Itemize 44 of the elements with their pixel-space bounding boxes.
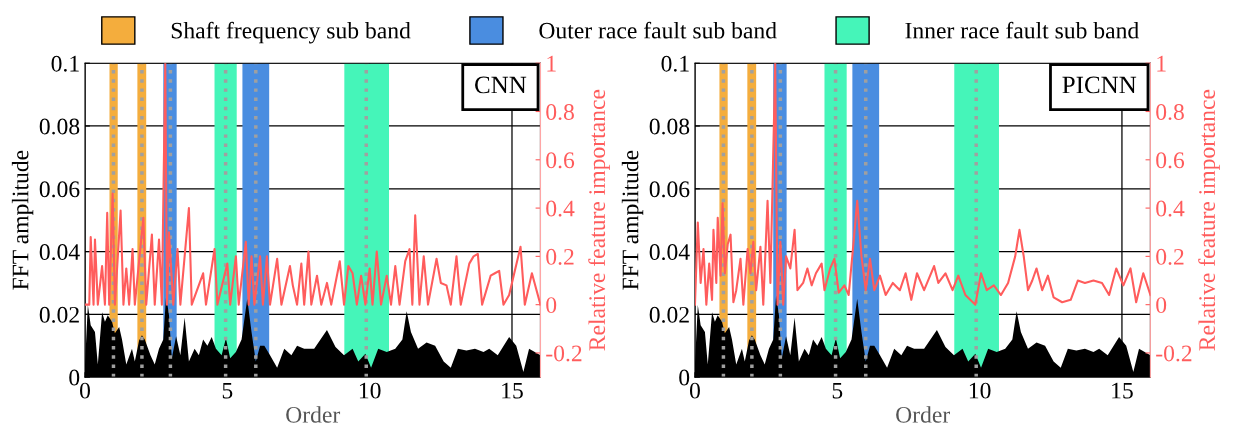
y-tick-label: 0.02 xyxy=(649,306,689,323)
x-tick-label: 10 xyxy=(359,382,381,399)
y2-tick-label: -0.2 xyxy=(546,345,582,362)
x-tick-label: 15 xyxy=(1112,382,1133,399)
y-tick-label: 0.02 xyxy=(39,306,79,323)
y-tick-label: 0.08 xyxy=(39,118,80,135)
legend-label: Outer race fault sub band xyxy=(539,21,777,39)
x-tick-label: 5 xyxy=(832,382,843,399)
x-tick-label: 0 xyxy=(80,382,91,399)
y-tick-label: 0.06 xyxy=(649,181,690,198)
y-tick-label: 0 xyxy=(69,369,80,386)
y2-tick-label: 0.8 xyxy=(546,104,574,121)
y2-tick-label: 1 xyxy=(1157,55,1166,72)
y2-tick-label: 1 xyxy=(547,55,556,72)
y-tick-label: 0.1 xyxy=(661,55,689,72)
y2-axis-title: Relative feature importance xyxy=(1198,89,1220,351)
y2-tick-label: 0.4 xyxy=(546,200,575,217)
y-tick-label: 0.06 xyxy=(39,181,80,198)
x-tick-label: 15 xyxy=(502,382,523,399)
y-tick-label: 0.04 xyxy=(39,244,80,261)
y-axis-title: FFT amplitude xyxy=(621,150,644,290)
x-axis-title: Order xyxy=(896,406,951,423)
y2-tick-label: 0.6 xyxy=(546,152,575,169)
x-axis-title: Order xyxy=(286,406,341,423)
y2-tick-label: 0.2 xyxy=(1156,248,1184,265)
annotation: PICNN xyxy=(1062,76,1137,94)
x-tick-label: 10 xyxy=(969,382,991,399)
y-axis-title: FFT amplitude xyxy=(11,150,34,290)
y2-tick-label: 0 xyxy=(546,297,557,314)
annotation: CNN xyxy=(475,76,527,94)
y-tick-label: 0.1 xyxy=(51,55,79,72)
y2-tick-label: -0.2 xyxy=(1156,345,1192,362)
y2-tick-label: 0.4 xyxy=(1156,200,1185,217)
y2-tick-label: 0.2 xyxy=(546,248,574,265)
y2-tick-label: 0 xyxy=(1156,297,1167,314)
legend-label: Shaft frequency sub band xyxy=(171,21,411,44)
y-tick-label: 0.04 xyxy=(649,244,690,261)
y2-tick-label: 0.6 xyxy=(1156,152,1185,169)
y-tick-label: 0 xyxy=(679,369,690,386)
y2-tick-label: 0.8 xyxy=(1156,104,1184,121)
legend-label: Inner race fault sub band xyxy=(905,21,1139,39)
x-tick-label: 5 xyxy=(222,382,233,399)
y2-axis-title: Relative feature importance xyxy=(588,89,610,351)
y-tick-label: 0.08 xyxy=(649,118,690,135)
